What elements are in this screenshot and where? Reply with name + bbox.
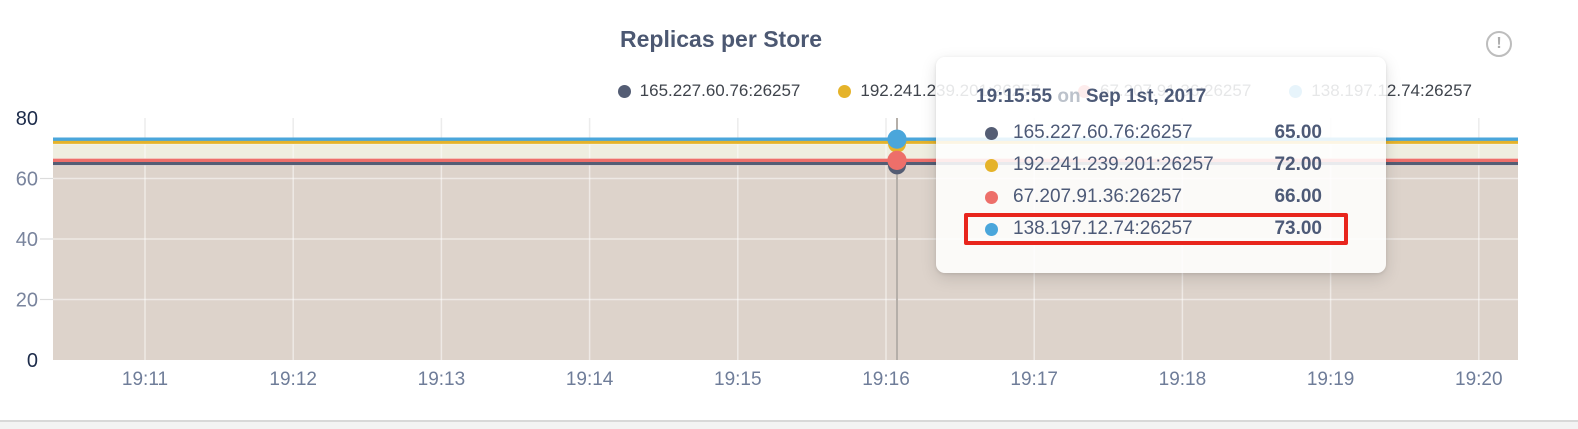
- tooltip-row: 165.227.60.76:26257 65.00: [964, 117, 1348, 149]
- tooltip-series-value: 66.00: [1274, 186, 1322, 207]
- y-tick-label: 60: [16, 169, 38, 191]
- tooltip-date-text: Sep 1st, 2017: [1085, 86, 1207, 107]
- tooltip-row: 67.207.91.36:26257 66.00: [964, 181, 1348, 213]
- tooltip-series-dot: [985, 222, 998, 236]
- x-tick-label: 19:20: [1455, 369, 1503, 390]
- info-icon-glyph: !: [1496, 35, 1502, 52]
- tooltip-time: 19:15:55: [976, 86, 1053, 107]
- x-tick-label: 19:12: [269, 369, 317, 390]
- info-icon[interactable]: !: [1486, 31, 1512, 57]
- tooltip-series-dot: [985, 158, 998, 172]
- x-tick-label: 19:11: [122, 369, 168, 390]
- legend-series-dot: [838, 84, 852, 98]
- tooltip-series-value: 65.00: [1274, 122, 1322, 143]
- tooltip-series-label: 165.227.60.76:26257: [1013, 122, 1193, 143]
- x-axis-labels: 19:11 19:12 19:13 19:14 19:15 19:16 19:17 19:18…: [122, 369, 1503, 390]
- y-tick-label: 40: [16, 229, 38, 251]
- tooltip-rows: 165.227.60.76:26257 65.00 192.241.239.201:…: [936, 117, 1386, 245]
- hover-marker: [887, 118, 907, 360]
- legend-series-label: 165.227.60.76:26257: [639, 81, 801, 100]
- hover-point-red: [887, 150, 907, 170]
- tooltip-series-value: 72.00: [1274, 154, 1322, 175]
- chart-title: Replicas per Store: [620, 26, 822, 52]
- y-tick-label: 20: [16, 290, 38, 312]
- y-tick-label: 0: [27, 350, 38, 372]
- tooltip-series-label: 192.241.239.201:26257: [1013, 154, 1214, 175]
- section-divider: [0, 420, 1578, 422]
- tooltip-timestamp: 19:15:55 on Sep 1st, 2017: [976, 86, 1207, 107]
- legend-series-dot: [617, 84, 631, 98]
- x-tick-label: 19:17: [1010, 369, 1058, 390]
- tooltip-series-label: 138.197.12.74:26257: [1013, 218, 1193, 239]
- x-tick-label: 19:18: [1159, 369, 1207, 390]
- x-tick-label: 19:19: [1307, 369, 1355, 390]
- tooltip-row-highlighted: 138.197.12.74:26257 73.00: [964, 213, 1348, 245]
- x-tick-label: 19:14: [566, 369, 614, 390]
- next-section-edge: [0, 422, 1578, 429]
- hover-tooltip: 19:15:55 on Sep 1st, 2017 165.227.60.76:…: [936, 57, 1386, 273]
- tooltip-series-dot: [985, 190, 998, 204]
- tooltip-series-label: 67.207.91.36:26257: [1013, 186, 1183, 207]
- x-tick-label: 19:16: [862, 369, 910, 390]
- tooltip-series-dot: [985, 126, 998, 140]
- tooltip-row: 192.241.239.201:26257 72.00: [964, 149, 1348, 181]
- x-tick-label: 19:15: [714, 369, 762, 390]
- tooltip-series-value: 73.00: [1274, 218, 1322, 239]
- legend-item-165-227-60-76-26257[interactable]: 165.227.60.76:26257: [617, 81, 801, 101]
- y-axis-labels: 0 20 40 60 80: [16, 108, 38, 372]
- hover-point-blue: [887, 129, 907, 149]
- x-tick-label: 19:13: [418, 369, 466, 390]
- y-tick-label: 80: [16, 108, 38, 130]
